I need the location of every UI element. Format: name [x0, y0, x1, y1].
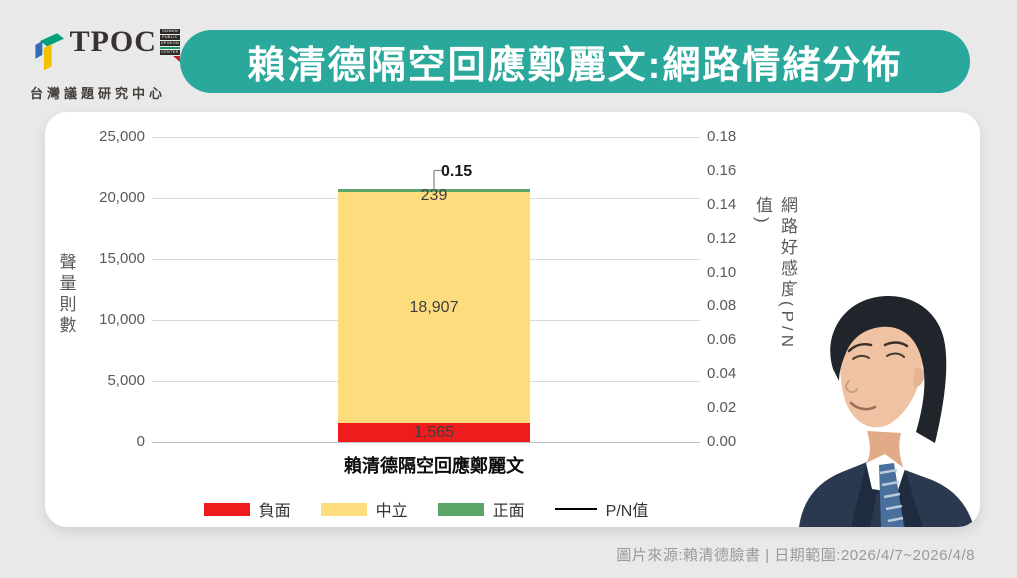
legend-label: P/N值	[605, 503, 649, 520]
right-axis-tick: 0.04	[707, 365, 737, 383]
tpoc-seal-triangle	[173, 56, 180, 62]
left-axis-tick: 0	[136, 433, 145, 450]
left-axis-ticks: 25,000 20,000 15,000 10,000 5,000 0	[73, 127, 145, 451]
legend-item-正面: 正面	[437, 497, 525, 521]
chart-card: 聲量則數 網路好感度(P/N值) 25,000 20,000 15,000 10,00…	[45, 112, 980, 527]
right-axis-tick: 0.00	[707, 432, 737, 450]
tpoc-seal-line: TAIWAN	[159, 29, 180, 34]
value-label-negative: 1,565	[413, 423, 455, 441]
value-label-pn: 0.15	[441, 162, 473, 180]
source-note: 圖片來源:賴清德臉書 | 日期範圍:2026/4/7~2026/4/8	[616, 547, 975, 564]
legend-item-中立: 中立	[320, 497, 408, 521]
legend-item-P/N值: P/N值	[554, 497, 649, 521]
left-axis-tick: 10,000	[99, 311, 145, 328]
value-label-positive: 239	[420, 187, 448, 205]
value-label-neutral: 18,907	[409, 299, 459, 317]
left-axis-tick: 25,000	[99, 128, 145, 145]
right-axis-ticks: 0.18 0.16 0.14 0.12 0.10 0.08 0.06 0.04 0.02 0.00	[707, 127, 755, 451]
legend-label: 負面	[258, 503, 291, 520]
right-axis-tick: 0.06	[707, 331, 737, 349]
portrait-photo	[793, 285, 980, 527]
tpoc-seal-line: PUBLIC	[159, 35, 180, 40]
legend-swatch-負面	[203, 502, 250, 516]
chart-legend: 負面 中立 正面 P/N值	[152, 497, 700, 521]
right-axis-tick: 0.08	[707, 297, 737, 315]
right-axis-tick: 0.12	[707, 229, 737, 247]
left-axis-tick: 5,000	[107, 372, 145, 389]
legend-label: 正面	[492, 503, 525, 520]
tpoc-seal: TAIWAN PUBLIC OPINION CENTER	[159, 29, 180, 62]
category-label: 賴清德隔空回應鄭麗文	[344, 456, 524, 476]
page-title: 賴清德隔空回應鄭麗文:網路情緒分佈	[247, 45, 903, 87]
portrait-illustration	[793, 285, 980, 527]
left-axis-title: 聲量則數	[56, 253, 76, 337]
gridline	[152, 442, 700, 443]
tpoc-brand-text: TPOC	[69, 25, 157, 58]
tpoc-logo: TPOC TAIWAN PUBLIC OPINION CENTER 台灣議題研究…	[30, 25, 180, 101]
right-axis-tick: 0.14	[707, 195, 737, 213]
stacked-bar	[338, 189, 530, 442]
legend-swatch-P/N值	[554, 508, 597, 510]
legend-swatch-中立	[320, 502, 367, 516]
tpoc-logo-subtitle: 台灣議題研究中心	[30, 86, 167, 101]
legend-label: 中立	[375, 503, 408, 520]
right-axis-tick: 0.16	[707, 161, 737, 179]
right-axis-tick: 0.10	[707, 263, 737, 281]
right-axis-tick: 0.02	[707, 399, 737, 416]
bar-segment-負面	[338, 422, 530, 442]
gridline	[152, 137, 700, 138]
tpoc-logo-icon	[35, 33, 65, 71]
tpoc-logo-row: TPOC TAIWAN PUBLIC OPINION CENTER	[30, 25, 180, 77]
pn-leader-line	[433, 169, 442, 191]
right-axis-title: 網路好感度(P/N值)	[753, 196, 797, 351]
tpoc-seal-line: CENTER	[159, 50, 180, 55]
left-axis-tick: 15,000	[99, 250, 145, 267]
title-banner: 賴清德隔空回應鄭麗文:網路情緒分佈	[180, 30, 970, 93]
bar-segment-中立	[338, 192, 530, 423]
legend-item-負面: 負面	[203, 497, 291, 521]
right-axis-tick: 0.18	[707, 128, 737, 145]
tpoc-seal-line: OPINION	[159, 41, 180, 46]
left-axis-tick: 20,000	[99, 189, 145, 206]
tpoc-seal-divider	[159, 47, 180, 49]
legend-swatch-正面	[437, 502, 484, 516]
